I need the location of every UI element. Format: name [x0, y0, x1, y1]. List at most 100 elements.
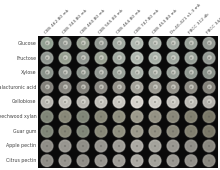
Circle shape — [185, 96, 197, 108]
Circle shape — [169, 83, 177, 91]
Circle shape — [185, 66, 197, 79]
Circle shape — [190, 70, 193, 74]
Circle shape — [118, 70, 121, 74]
Circle shape — [77, 82, 89, 93]
Circle shape — [82, 56, 85, 59]
Circle shape — [131, 67, 143, 78]
Circle shape — [136, 41, 139, 45]
Circle shape — [167, 155, 179, 166]
Circle shape — [59, 82, 71, 93]
Text: Apple pectin: Apple pectin — [6, 143, 37, 149]
Circle shape — [41, 126, 53, 137]
Circle shape — [167, 140, 179, 152]
Text: CBS 565.80 mk: CBS 565.80 mk — [98, 8, 125, 35]
Circle shape — [133, 113, 141, 121]
Circle shape — [205, 113, 213, 121]
Circle shape — [95, 81, 107, 94]
Circle shape — [149, 96, 161, 108]
Circle shape — [187, 142, 195, 150]
Circle shape — [133, 69, 141, 77]
Circle shape — [131, 96, 143, 108]
Circle shape — [113, 52, 125, 64]
Circle shape — [131, 52, 143, 64]
Circle shape — [136, 85, 139, 89]
Circle shape — [149, 52, 161, 64]
Circle shape — [82, 85, 85, 89]
Circle shape — [131, 38, 143, 49]
Circle shape — [203, 67, 215, 78]
Circle shape — [118, 85, 121, 89]
Circle shape — [95, 111, 107, 122]
Circle shape — [41, 96, 53, 108]
Circle shape — [203, 96, 215, 108]
Circle shape — [118, 100, 121, 103]
Circle shape — [149, 140, 161, 152]
Circle shape — [113, 82, 125, 93]
Circle shape — [77, 37, 89, 50]
Circle shape — [41, 52, 53, 64]
Circle shape — [131, 126, 143, 137]
Circle shape — [185, 37, 197, 50]
Circle shape — [59, 67, 71, 78]
Circle shape — [79, 142, 87, 150]
Circle shape — [169, 142, 177, 150]
Circle shape — [41, 96, 53, 108]
Circle shape — [115, 127, 123, 135]
Circle shape — [167, 125, 179, 138]
Text: FBCC 312 dk: FBCC 312 dk — [188, 12, 211, 35]
Text: Glucose: Glucose — [18, 41, 37, 46]
Circle shape — [113, 96, 125, 108]
Circle shape — [41, 67, 53, 78]
Circle shape — [61, 83, 69, 91]
Circle shape — [77, 66, 89, 79]
Circle shape — [100, 85, 103, 89]
Circle shape — [169, 127, 177, 135]
Circle shape — [95, 66, 107, 79]
Circle shape — [97, 83, 105, 91]
Circle shape — [205, 83, 213, 91]
Circle shape — [97, 142, 105, 150]
Circle shape — [185, 67, 197, 78]
Circle shape — [100, 56, 103, 59]
Circle shape — [131, 81, 143, 94]
Circle shape — [149, 125, 161, 138]
Circle shape — [167, 81, 179, 94]
Circle shape — [100, 70, 103, 74]
Circle shape — [149, 37, 161, 50]
Circle shape — [131, 140, 143, 152]
Circle shape — [167, 67, 179, 78]
Circle shape — [203, 81, 215, 94]
Circle shape — [77, 38, 89, 49]
Circle shape — [113, 52, 125, 64]
Circle shape — [113, 66, 125, 79]
Circle shape — [59, 52, 71, 64]
Circle shape — [77, 52, 89, 64]
Circle shape — [133, 54, 141, 62]
Circle shape — [203, 140, 215, 152]
Circle shape — [131, 140, 143, 152]
Circle shape — [113, 140, 125, 152]
Circle shape — [149, 154, 161, 167]
Circle shape — [187, 113, 195, 121]
Circle shape — [149, 81, 161, 94]
Circle shape — [149, 38, 161, 49]
Circle shape — [115, 69, 123, 77]
Bar — [38, 36, 218, 168]
Circle shape — [172, 100, 175, 103]
Circle shape — [149, 155, 161, 166]
Circle shape — [208, 100, 211, 103]
Circle shape — [203, 96, 215, 108]
Circle shape — [59, 125, 71, 138]
Circle shape — [151, 157, 159, 165]
Circle shape — [61, 69, 69, 77]
Circle shape — [95, 67, 107, 78]
Circle shape — [115, 98, 123, 106]
Circle shape — [41, 140, 53, 152]
Circle shape — [149, 140, 161, 152]
Circle shape — [46, 41, 49, 45]
Circle shape — [41, 140, 53, 152]
Circle shape — [185, 81, 197, 94]
Circle shape — [97, 113, 105, 121]
Circle shape — [169, 69, 177, 77]
Circle shape — [203, 140, 215, 152]
